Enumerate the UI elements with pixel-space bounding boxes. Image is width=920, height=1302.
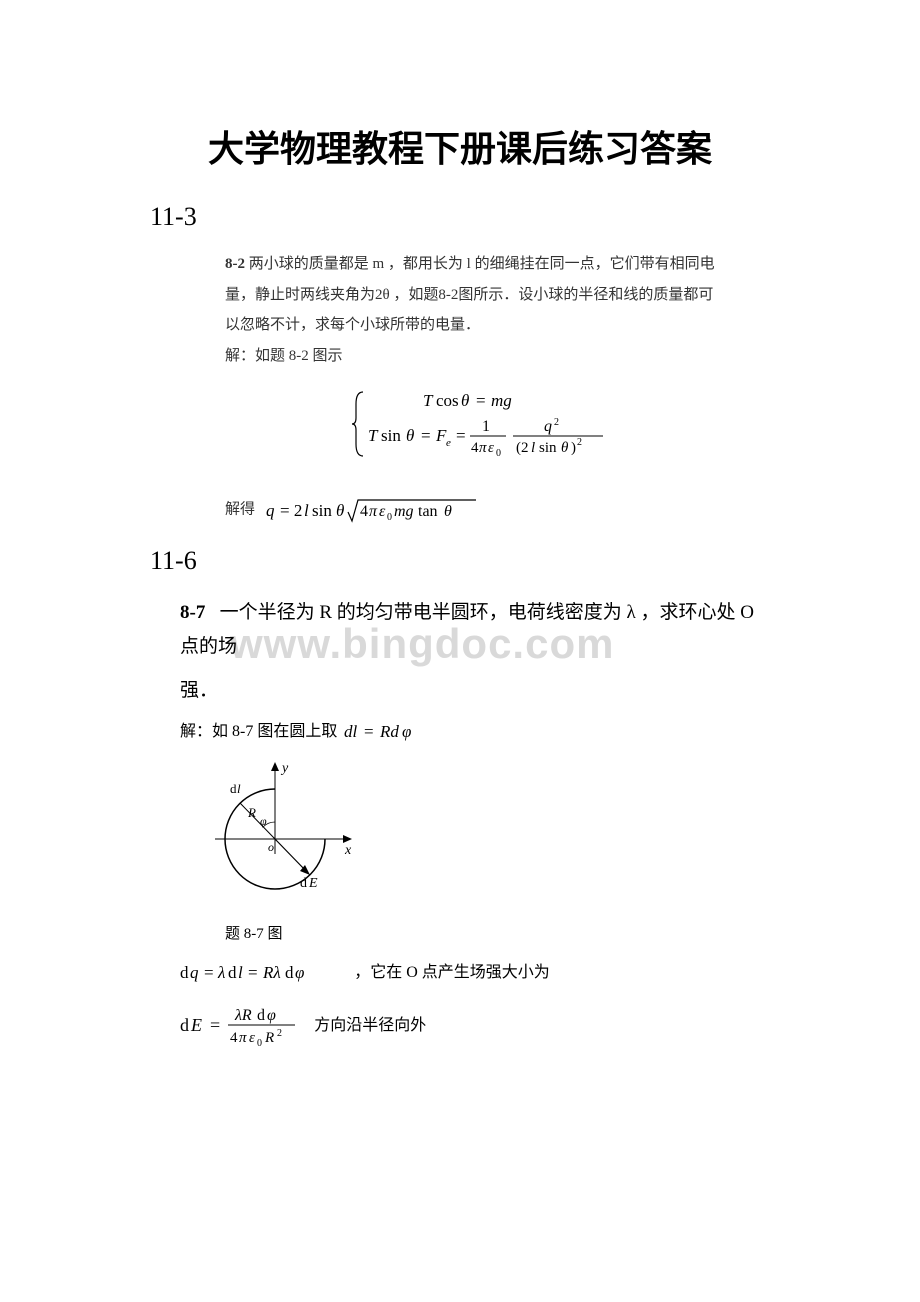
svg-text:E: E [308, 876, 318, 891]
svg-text:=: = [248, 963, 258, 982]
problem-8-2-line2: 量，静止时两线夹角为2θ ，如题8-2图所示．设小球的半径和线的质量都可 [225, 283, 750, 309]
svg-text:l: l [304, 501, 309, 520]
page-title: 大学物理教程下册课后练习答案 [150, 120, 770, 172]
svg-text:mg: mg [491, 391, 512, 410]
svg-text:q: q [544, 418, 552, 435]
svg-text:Rd: Rd [379, 722, 399, 741]
problem-8-2-block: 8-2 两小球的质量都是 m ，都用长为 l 的细绳挂在同一点，它们带有相同电 … [225, 252, 750, 526]
svg-text:y: y [280, 761, 289, 776]
svg-text:= 2: = 2 [280, 501, 302, 520]
dq-suffix: ，它在 O 点产生场强大小为 [354, 964, 550, 981]
svg-text:4: 4 [230, 1030, 238, 1046]
svg-text:d: d [228, 963, 237, 982]
problem-8-2-line4: 解：如题 8-2 图示 [225, 344, 750, 370]
equation-system-8-2: T cos θ = mg T sin θ = F e = 1 4 π ε 0 q… [225, 384, 750, 469]
svg-text:e: e [446, 437, 451, 449]
svg-text:θ: θ [461, 391, 469, 410]
svg-text:ε: ε [379, 503, 386, 520]
svg-text:4: 4 [471, 440, 479, 456]
problem-8-7-text1: 一个半径为 R 的均匀带电半圆环，电荷线密度为 λ ，求环心处 O 点的场 [180, 602, 754, 657]
svg-text:q: q [190, 963, 199, 982]
svg-text:d: d [285, 963, 294, 982]
svg-text:2: 2 [577, 437, 582, 448]
svg-text:): ) [571, 440, 576, 456]
svg-text:T: T [423, 391, 434, 410]
svg-text:φ: φ [267, 1007, 276, 1024]
svg-text:λR: λR [234, 1007, 252, 1024]
problem-8-2-text1: 两小球的质量都是 m ，都用长为 l 的细绳挂在同一点，它们带有相同电 [249, 256, 715, 272]
svg-text:θ: θ [561, 440, 569, 456]
svg-text:π: π [369, 503, 378, 520]
svg-text:=: = [476, 391, 486, 410]
svg-text:l: l [237, 781, 241, 796]
svg-text:1: 1 [482, 418, 490, 435]
problem-8-2-line1: 8-2 两小球的质量都是 m ，都用长为 l 的细绳挂在同一点，它们带有相同电 [225, 252, 750, 278]
diagram-caption-8-7: 题 8-7 图 [225, 922, 770, 943]
solution-intro-8-7: 解：如 8-7 图在圆上取 dl = Rd φ [180, 717, 770, 744]
svg-text:2: 2 [277, 1028, 282, 1039]
svg-text:=: = [364, 722, 374, 741]
svg-text:=: = [204, 963, 214, 982]
problem-8-7-line2: 强． [180, 674, 770, 708]
svg-text:φ: φ [295, 963, 304, 982]
svg-text:dl: dl [344, 722, 358, 741]
svg-text:sin: sin [381, 426, 401, 445]
svg-text:λ: λ [217, 963, 225, 982]
svg-text:q: q [266, 501, 275, 520]
svg-text:R: R [264, 1030, 274, 1046]
svg-text:φ: φ [402, 722, 411, 741]
svg-text:0: 0 [496, 448, 501, 459]
svg-text:d: d [300, 876, 307, 891]
problem-number-8-7: 8-7 [180, 602, 205, 623]
svg-text:R: R [247, 805, 256, 820]
svg-text:tan: tan [418, 503, 438, 520]
svg-text:T: T [368, 426, 379, 445]
solve-prefix: 解得 [225, 501, 255, 517]
svg-text:sin: sin [539, 440, 557, 456]
svg-text:=: = [210, 1015, 220, 1035]
solution-8-2: 解得 q = 2 l sin θ 4 π ε 0 mg tan θ [225, 494, 750, 526]
svg-text:E: E [190, 1015, 202, 1035]
dq-equation: d q = λ d l = Rλ d φ ，它在 O 点产生场强大小为 [180, 958, 770, 985]
dE-equation: d E = λR d φ 4 π ε 0 R 2 方向沿半径向外 [180, 1003, 770, 1049]
svg-text:cos: cos [436, 391, 459, 410]
svg-text:mg: mg [394, 503, 414, 520]
svg-text:Rλ: Rλ [262, 963, 281, 982]
svg-text:0: 0 [387, 512, 392, 523]
diagram-8-7: y x d l R φ o d E [200, 759, 770, 914]
svg-text:l: l [238, 963, 243, 982]
svg-text:ε: ε [249, 1030, 255, 1046]
svg-text:θ: θ [406, 426, 414, 445]
svg-text:θ: θ [444, 503, 452, 520]
svg-text:4: 4 [360, 503, 368, 520]
svg-text:d: d [230, 781, 237, 796]
svg-text:o: o [268, 840, 274, 854]
svg-text:d: d [180, 963, 189, 982]
svg-text:θ: θ [336, 501, 344, 520]
svg-text:0: 0 [257, 1038, 262, 1049]
svg-text:π: π [239, 1030, 247, 1046]
svg-text:sin: sin [312, 501, 332, 520]
svg-text:l: l [531, 440, 535, 456]
problem-8-2-line3: 以忽略不计，求每个小球所带的电量． [225, 313, 750, 339]
dE-suffix: 方向沿半径向外 [314, 1017, 426, 1034]
problem-8-7-block: 8-7 一个半径为 R 的均匀带电半圆环，电荷线密度为 λ ，求环心处 O 点的… [180, 596, 770, 1049]
svg-text:ε: ε [488, 440, 494, 456]
svg-text:d: d [257, 1007, 265, 1024]
problem-8-7-line1: 8-7 一个半径为 R 的均匀带电半圆环，电荷线密度为 λ ，求环心处 O 点的… [180, 596, 770, 664]
svg-text:2: 2 [554, 417, 559, 428]
svg-text:π: π [479, 440, 487, 456]
svg-text:=: = [456, 426, 466, 445]
section-11-6-label: 11-6 [150, 546, 770, 576]
svg-text:=: = [421, 426, 431, 445]
section-11-3-label: 11-3 [150, 202, 770, 232]
svg-text:(2: (2 [516, 440, 529, 456]
svg-text:x: x [344, 843, 352, 858]
problem-number-8-2: 8-2 [225, 256, 245, 272]
svg-text:φ: φ [260, 814, 267, 828]
svg-text:d: d [180, 1015, 189, 1035]
